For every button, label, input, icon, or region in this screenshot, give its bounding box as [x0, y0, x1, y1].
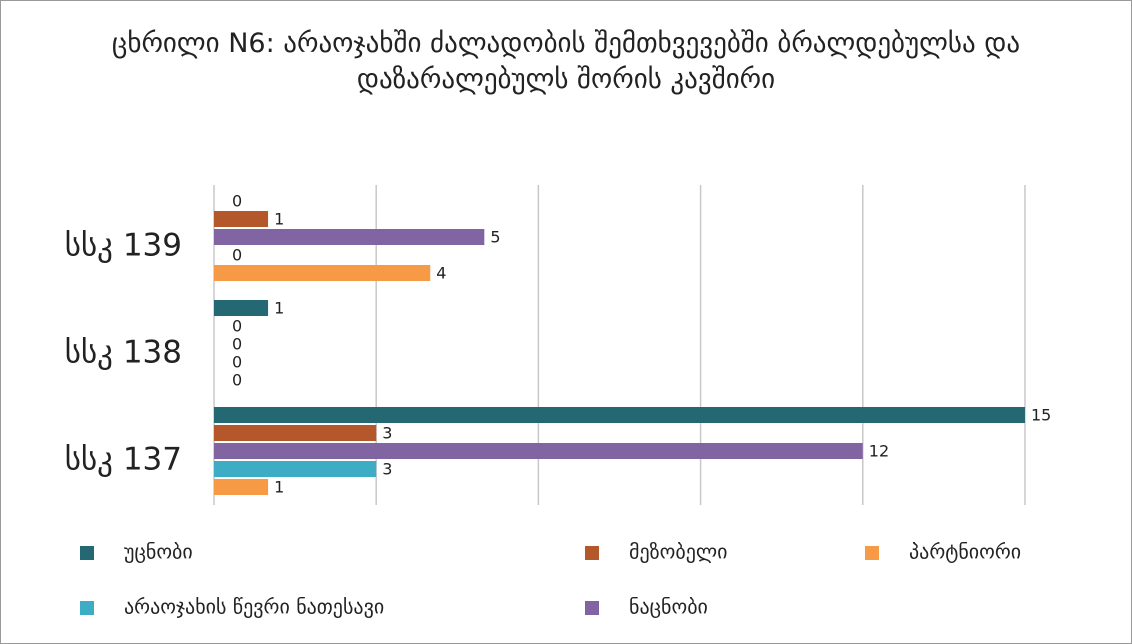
data-label: 15 — [1031, 406, 1051, 425]
data-label: 12 — [869, 442, 889, 461]
legend-label: პარტნიორი — [909, 540, 1021, 564]
data-label: 0 — [232, 371, 242, 390]
data-label: 1 — [274, 299, 284, 318]
data-label: 3 — [382, 424, 392, 443]
legend-label: ნაცნობი — [629, 595, 708, 619]
chart-title: ცხრილი N6: არაოჯახში ძალადობის შემთხვევე… — [111, 28, 1021, 95]
data-label: 0 — [232, 353, 242, 372]
data-label: 5 — [490, 228, 500, 247]
bar — [214, 211, 269, 227]
data-label: 0 — [232, 335, 242, 354]
bar — [214, 265, 431, 281]
data-label: 4 — [436, 264, 446, 283]
legend-swatch — [585, 546, 599, 560]
bar — [214, 407, 1025, 423]
data-label: 0 — [232, 246, 242, 265]
bar — [214, 229, 485, 245]
bar — [214, 461, 377, 477]
y-tick-label: სსკ 137 — [65, 442, 182, 478]
data-label: 1 — [274, 210, 284, 229]
legend-label: არაოჯახის წევრი ნათესავი — [124, 595, 384, 619]
legend-swatch — [80, 601, 94, 615]
legend-swatch — [865, 546, 879, 560]
y-tick-label: სსკ 139 — [65, 228, 182, 264]
legend-swatch — [585, 601, 599, 615]
data-label: 3 — [382, 460, 392, 479]
legend-label: მეზობელი — [629, 540, 728, 564]
data-label: 1 — [274, 478, 284, 497]
bar — [214, 425, 377, 441]
legend-swatch — [80, 546, 94, 560]
data-label: 0 — [232, 192, 242, 211]
data-label: 0 — [232, 317, 242, 336]
y-tick-label: სსკ 138 — [65, 335, 182, 371]
bar — [214, 479, 269, 495]
bar — [214, 443, 863, 459]
legend-label: უცნობი — [124, 540, 193, 564]
bar — [214, 300, 269, 316]
